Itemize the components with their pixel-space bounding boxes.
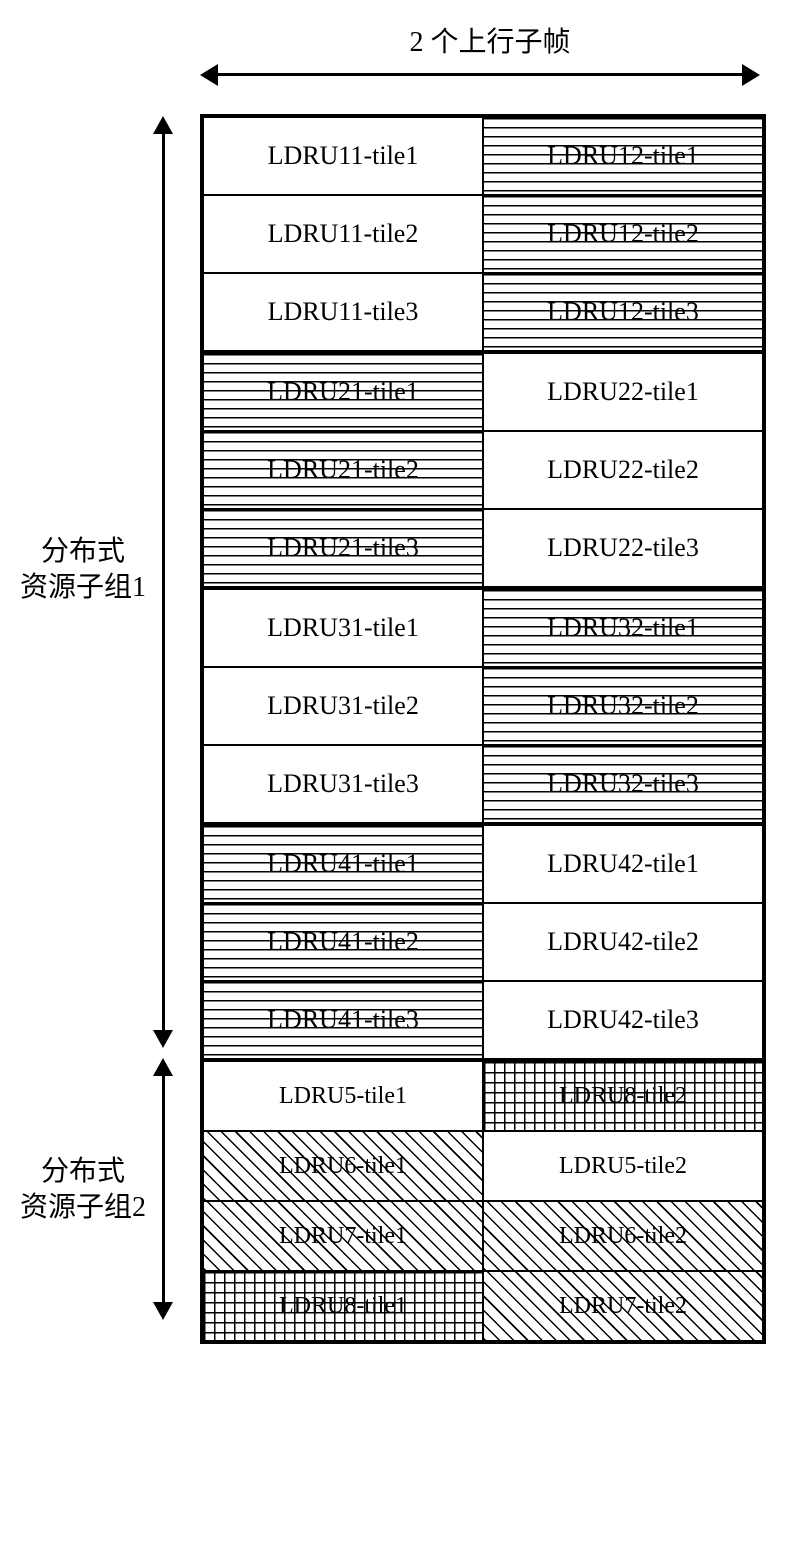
cell-r1: LDRU12-tile2 xyxy=(483,195,763,273)
resource-grid: LDRU11-tile1LDRU12-tile1 LDRU11-tile2LDR… xyxy=(200,114,766,1344)
cell-r3: LDRU22-tile1 xyxy=(483,351,763,431)
cell-r8: LDRU32-tile3 xyxy=(483,745,763,823)
cell-l11: LDRU41-tile3 xyxy=(203,981,483,1059)
cell-r12: LDRU8-tile2 xyxy=(483,1059,763,1131)
cell-r15: LDRU7-tile2 xyxy=(483,1271,763,1341)
cell-r2: LDRU12-tile3 xyxy=(483,273,763,351)
cell-r10: LDRU42-tile2 xyxy=(483,903,763,981)
cell-l1: LDRU11-tile2 xyxy=(203,195,483,273)
cell-l5: LDRU21-tile3 xyxy=(203,509,483,587)
cell-r6: LDRU32-tile1 xyxy=(483,587,763,667)
cell-r7: LDRU32-tile2 xyxy=(483,667,763,745)
cell-l0: LDRU11-tile1 xyxy=(203,117,483,195)
cell-l12: LDRU5-tile1 xyxy=(203,1059,483,1131)
top-horizontal-arrow xyxy=(200,64,760,84)
cell-r0: LDRU12-tile1 xyxy=(483,117,763,195)
cell-l10: LDRU41-tile2 xyxy=(203,903,483,981)
cell-r13: LDRU5-tile2 xyxy=(483,1131,763,1201)
cell-l15: LDRU8-tile1 xyxy=(203,1271,483,1341)
cell-l13: LDRU6-tile1 xyxy=(203,1131,483,1201)
group2-vertical-arrow xyxy=(162,1074,165,1304)
cell-l7: LDRU31-tile2 xyxy=(203,667,483,745)
cell-l8: LDRU31-tile3 xyxy=(203,745,483,823)
cell-r5: LDRU22-tile3 xyxy=(483,509,763,587)
cell-r4: LDRU22-tile2 xyxy=(483,431,763,509)
group1-vertical-arrow xyxy=(162,132,165,1032)
cell-l2: LDRU11-tile3 xyxy=(203,273,483,351)
cell-l6: LDRU31-tile1 xyxy=(203,587,483,667)
diagram-root: 2 个上行子帧 分布式 资源子组1 分布式 资源子组2 LDRU11 xyxy=(20,20,780,1344)
cell-l4: LDRU21-tile2 xyxy=(203,431,483,509)
group1-label: 分布式 资源子组1 xyxy=(20,534,146,607)
cell-r11: LDRU42-tile3 xyxy=(483,981,763,1059)
left-annotation-column: 分布式 资源子组1 分布式 资源子组2 xyxy=(20,114,200,1344)
cell-r9: LDRU42-tile1 xyxy=(483,823,763,903)
cell-l3: LDRU21-tile1 xyxy=(203,351,483,431)
cell-l9: LDRU41-tile1 xyxy=(203,823,483,903)
group2-label: 分布式 资源子组2 xyxy=(20,1154,146,1227)
top-label: 2 个上行子帧 xyxy=(200,20,780,60)
cell-l14: LDRU7-tile1 xyxy=(203,1201,483,1271)
cell-r14: LDRU6-tile2 xyxy=(483,1201,763,1271)
